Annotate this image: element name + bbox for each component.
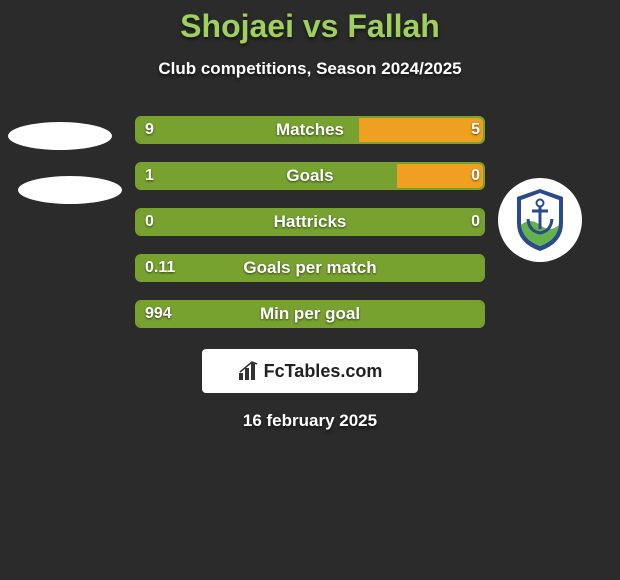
bar-track: [135, 116, 485, 144]
stat-row: Min per goal994: [0, 291, 620, 337]
bar-track: [135, 208, 485, 236]
stat-value-left: 994: [145, 305, 172, 323]
page-title: Shojaei vs Fallah: [0, 8, 620, 45]
team-left-logo-1: [8, 122, 112, 150]
stat-value-left: 0.11: [145, 259, 175, 277]
bar-track: [135, 300, 485, 328]
bar-left: [137, 164, 397, 188]
bar-left: [137, 256, 483, 280]
watermark: FcTables.com: [202, 349, 418, 393]
bars-icon: [238, 361, 260, 381]
stat-value-right: 5: [460, 121, 480, 139]
stat-value-left: 9: [145, 121, 154, 139]
bar-left: [137, 302, 483, 326]
bar-left: [137, 210, 483, 234]
stat-value-left: 1: [145, 167, 154, 185]
bar-left: [137, 118, 359, 142]
date-text: 16 february 2025: [0, 411, 620, 431]
stat-value-right: 0: [460, 167, 480, 185]
stat-value-right: 0: [460, 213, 480, 231]
team-right-badge: [498, 178, 582, 262]
watermark-text: FcTables.com: [264, 361, 383, 382]
team-left-logo-2: [18, 176, 122, 204]
anchor-crest-icon: [505, 185, 575, 255]
stat-value-left: 0: [145, 213, 154, 231]
bar-track: [135, 162, 485, 190]
bar-track: [135, 254, 485, 282]
page-subtitle: Club competitions, Season 2024/2025: [0, 59, 620, 79]
